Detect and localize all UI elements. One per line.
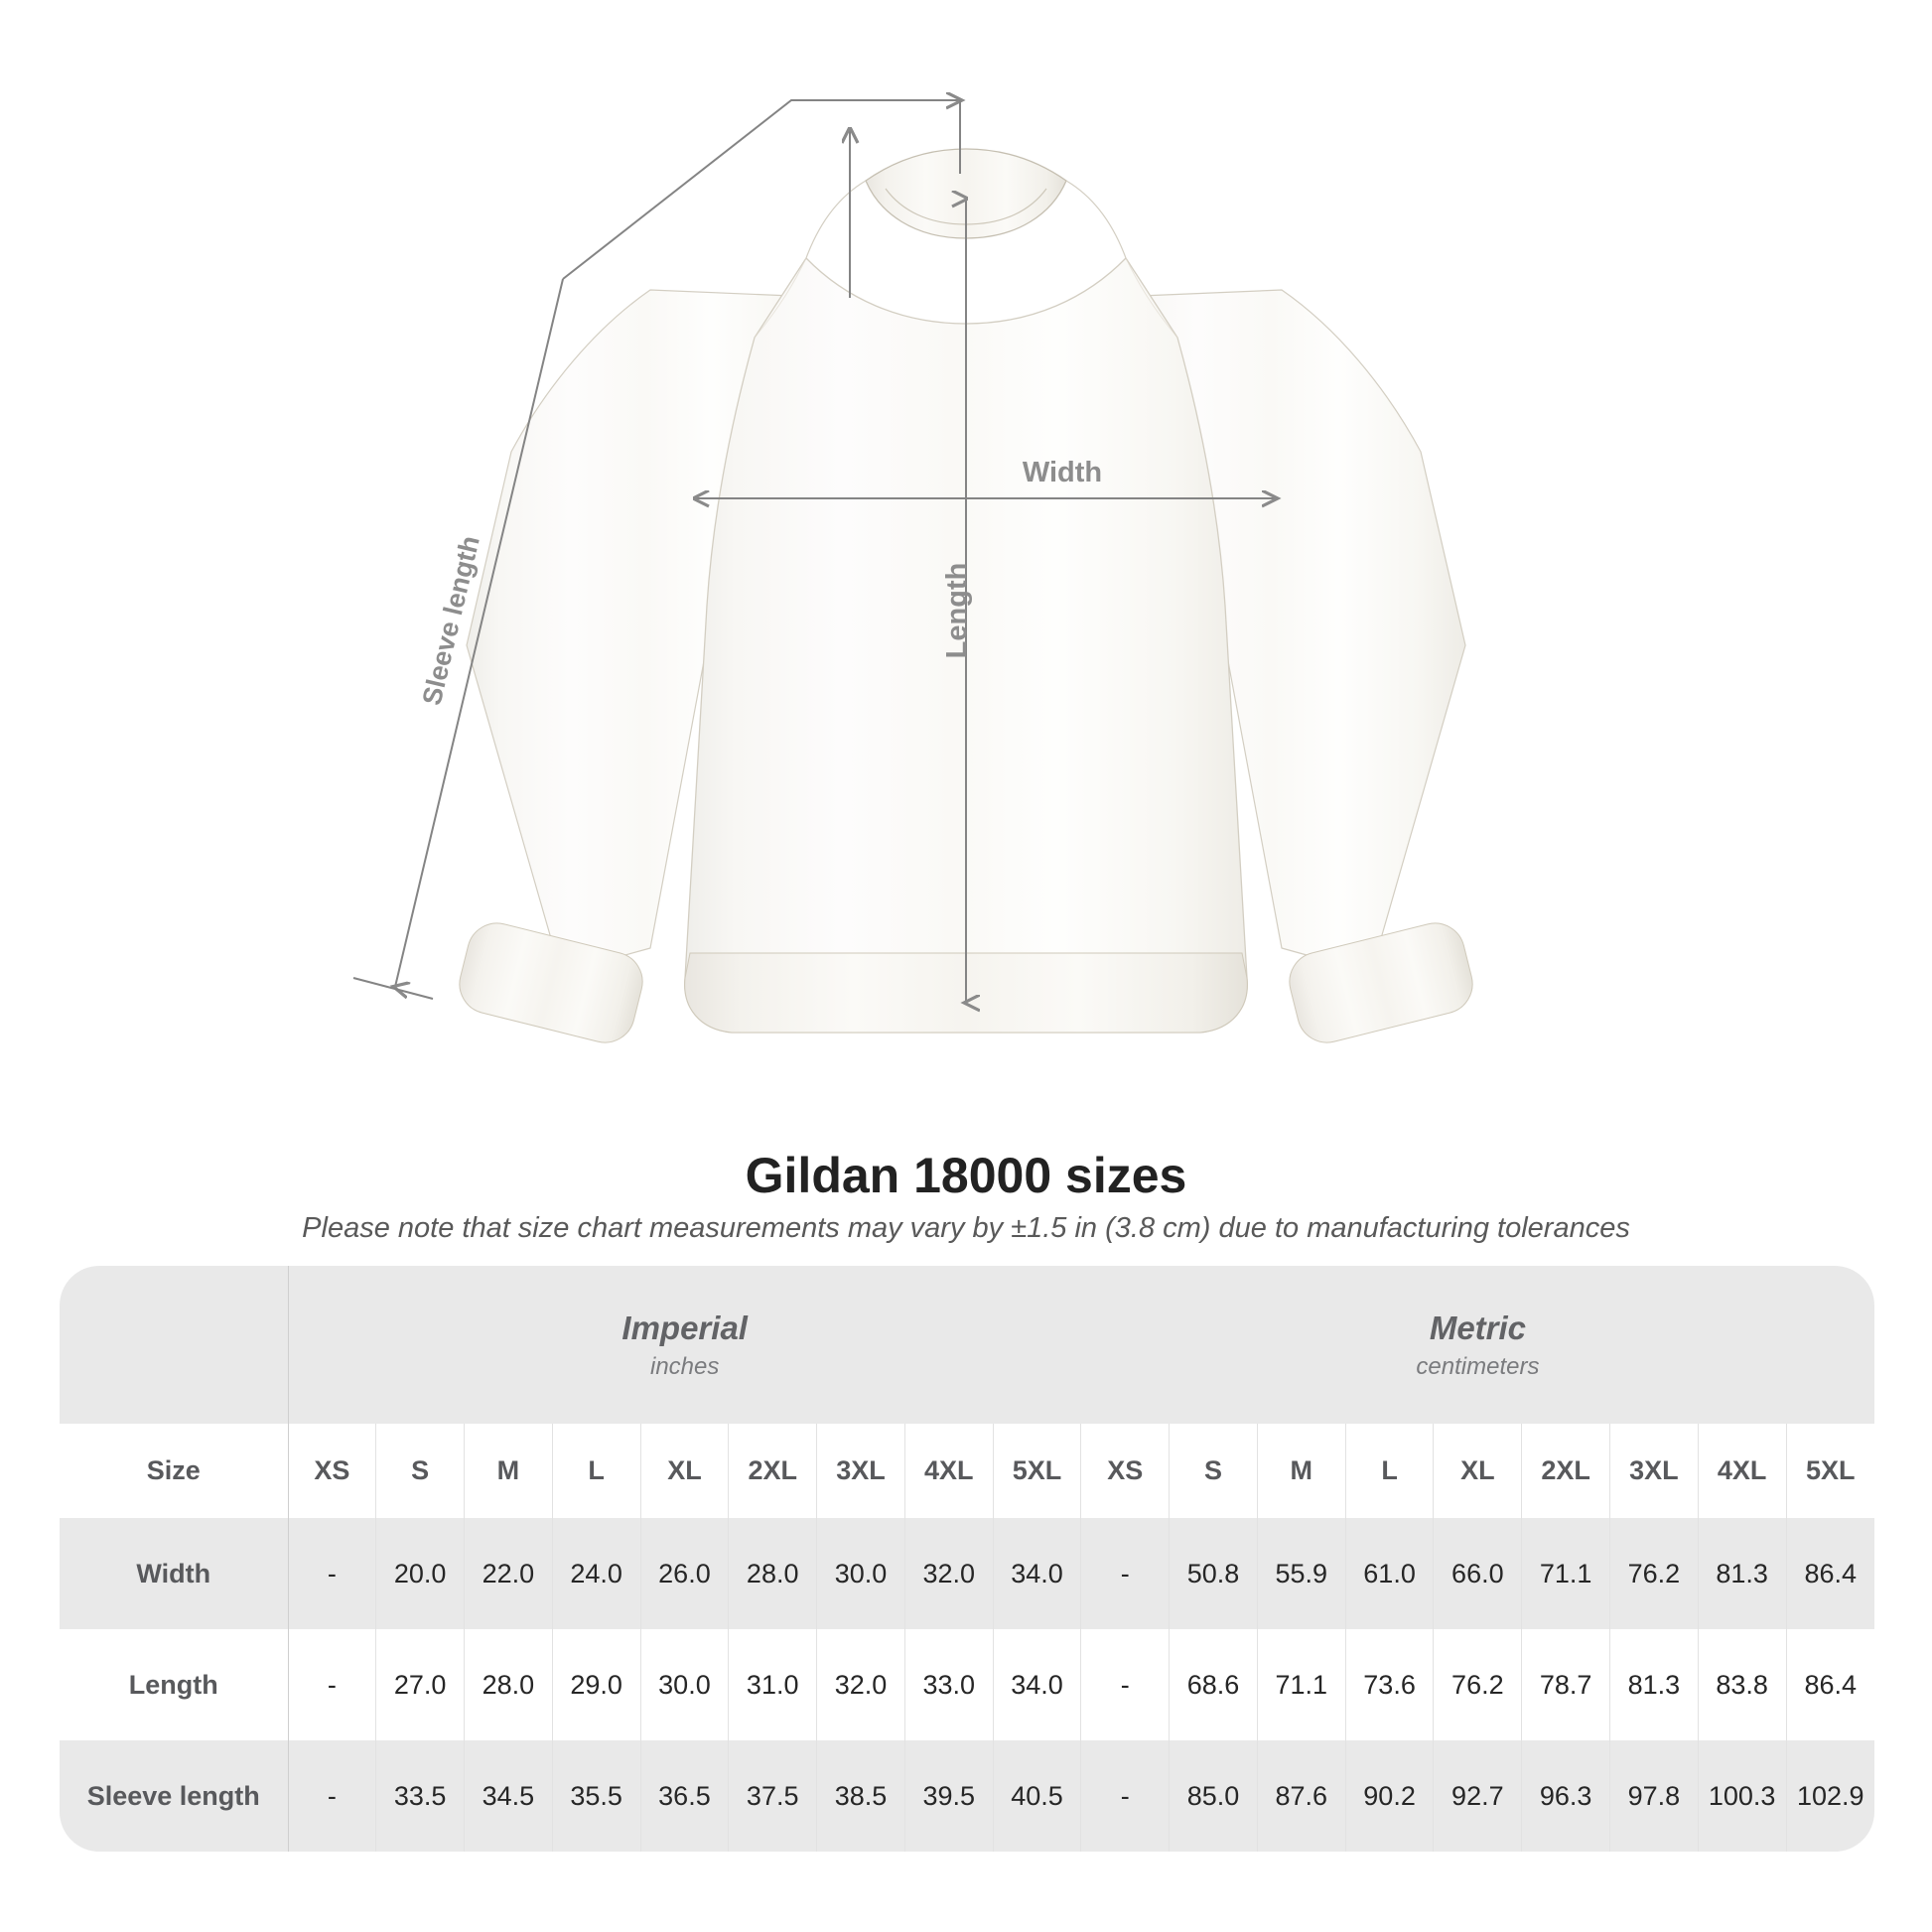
svg-text:Width: Width	[1023, 457, 1102, 488]
svg-text:Length: Length	[941, 563, 973, 659]
